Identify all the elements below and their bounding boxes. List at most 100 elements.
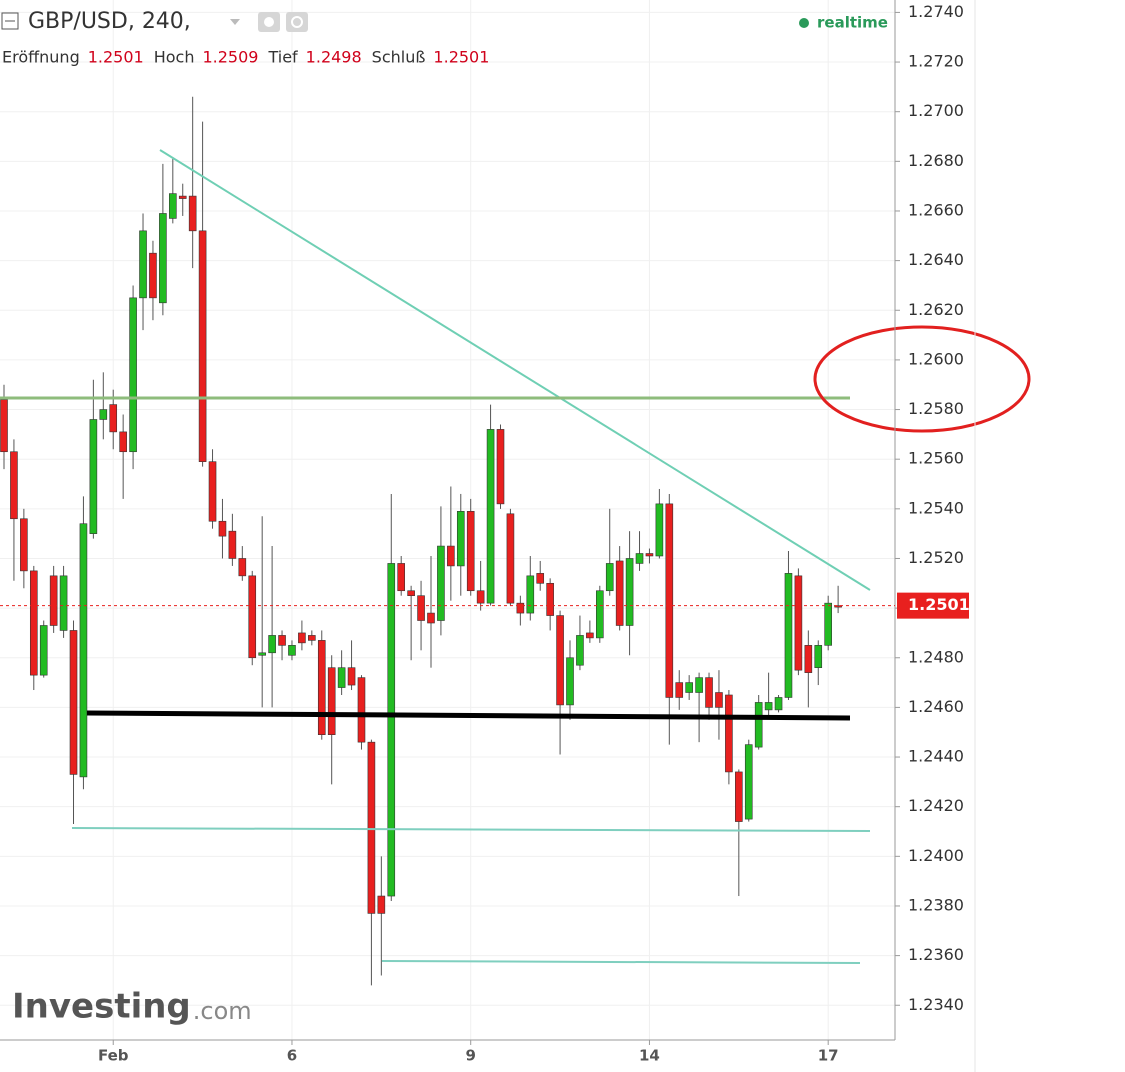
ohlc-value: 1.2501	[88, 48, 144, 67]
y-tick-label: 1.2700	[908, 101, 964, 120]
candle-body	[377, 895, 386, 914]
candle-body	[456, 511, 465, 567]
candle-body	[804, 645, 813, 673]
trend-line	[159, 149, 871, 591]
candle-body	[89, 419, 98, 534]
y-tick-label: 1.2340	[908, 995, 964, 1014]
y-tick-label: 1.2600	[908, 349, 964, 368]
candle-body	[695, 677, 703, 693]
candle-body	[645, 553, 654, 557]
ohlc-label: Tief	[267, 48, 298, 67]
settings-icon[interactable]	[286, 12, 308, 32]
candle-body	[556, 615, 564, 706]
candle-body	[258, 652, 266, 656]
candle-body	[228, 530, 237, 559]
candle-body	[675, 682, 684, 698]
y-tick-label: 1.2440	[908, 747, 964, 766]
candle-body	[278, 635, 286, 646]
candle-body	[437, 545, 445, 621]
candle-body	[407, 590, 415, 597]
candle-body	[824, 602, 832, 646]
candle-body	[744, 744, 753, 820]
y-tick-label: 1.2720	[908, 52, 964, 71]
candle-body	[397, 563, 406, 592]
watermark-domain: .com	[193, 997, 252, 1025]
candle-body	[347, 667, 356, 686]
candle-body	[784, 573, 793, 698]
candle-body	[119, 431, 127, 453]
candle-body	[39, 625, 48, 676]
candle-body	[218, 520, 227, 537]
candle-body	[576, 635, 584, 666]
candle-body	[178, 195, 187, 199]
ohlc-value: 1.2509	[202, 48, 258, 67]
candles	[0, 96, 842, 986]
candle-body	[447, 545, 455, 567]
candle-body	[476, 590, 485, 604]
y-tick-label: 1.2360	[908, 945, 964, 964]
settings-icon-gear	[291, 16, 303, 28]
y-tick-label: 1.2740	[908, 2, 964, 21]
candle-body	[337, 667, 346, 688]
y-tick-label: 1.2640	[908, 250, 964, 269]
ohlc-label: Schluß	[372, 48, 426, 67]
candle-body	[546, 582, 554, 616]
y-tick-label: 1.2480	[908, 647, 964, 666]
support-line	[71, 827, 871, 832]
candle-body	[268, 635, 276, 654]
candle-body	[427, 612, 435, 624]
ohlc-label: Hoch	[154, 48, 195, 67]
watermark-brand: Investing	[12, 987, 191, 1027]
candle-body	[566, 657, 574, 706]
candle-body	[526, 575, 535, 614]
candle-body	[387, 563, 396, 897]
candle-body	[188, 195, 197, 232]
candle-body	[149, 252, 157, 299]
y-tick-label: 1.2520	[908, 548, 964, 567]
y-tick-label: 1.2620	[908, 300, 964, 319]
highlight-ellipse	[813, 325, 1031, 433]
candle-body	[715, 692, 723, 708]
candle-body	[834, 605, 842, 608]
ohlc-value: 1.2501	[433, 48, 489, 67]
y-tick-label: 1.2560	[908, 449, 964, 468]
support-line	[381, 960, 861, 964]
candle-body	[665, 503, 674, 698]
candle-body	[595, 590, 604, 639]
candle-body	[327, 667, 336, 736]
candle-body	[635, 553, 644, 564]
y-tick-label: 1.2580	[908, 399, 964, 418]
candle-body	[169, 193, 177, 219]
y-tick-label: 1.2380	[908, 895, 964, 914]
candle-body	[59, 575, 68, 631]
candle-body	[814, 645, 823, 668]
x-tick-label: 14	[639, 1047, 660, 1065]
ohlc-value: 1.2498	[306, 48, 362, 67]
candle-body	[49, 575, 58, 626]
candle-body	[417, 595, 425, 621]
candle-body	[308, 635, 316, 641]
x-tick-label: 9	[465, 1047, 475, 1065]
last-price-label: 1.2501	[908, 595, 970, 614]
candle-body	[139, 230, 147, 299]
y-tick-label: 1.2400	[908, 846, 964, 865]
neckline	[86, 710, 851, 721]
candle-body	[735, 771, 743, 822]
y-tick-label: 1.2420	[908, 796, 964, 815]
dropdown-icon[interactable]	[230, 19, 240, 25]
candle-body	[159, 213, 167, 304]
candle-body	[496, 429, 505, 505]
y-tick-label: 1.2540	[908, 498, 964, 517]
candle-body	[109, 404, 118, 433]
axes: 1.2340 1.2360 1.2380 1.2400 1.2420 1.2440 1.24…	[0, 2, 970, 1065]
candle-body	[208, 461, 217, 522]
candle-body	[238, 558, 247, 577]
candle-body	[198, 230, 207, 462]
candle-body	[506, 513, 515, 604]
candle-body	[0, 399, 8, 453]
watermark: Investing .com	[12, 987, 252, 1027]
status-dot	[799, 18, 809, 28]
collapse-icon[interactable]	[1, 12, 19, 30]
